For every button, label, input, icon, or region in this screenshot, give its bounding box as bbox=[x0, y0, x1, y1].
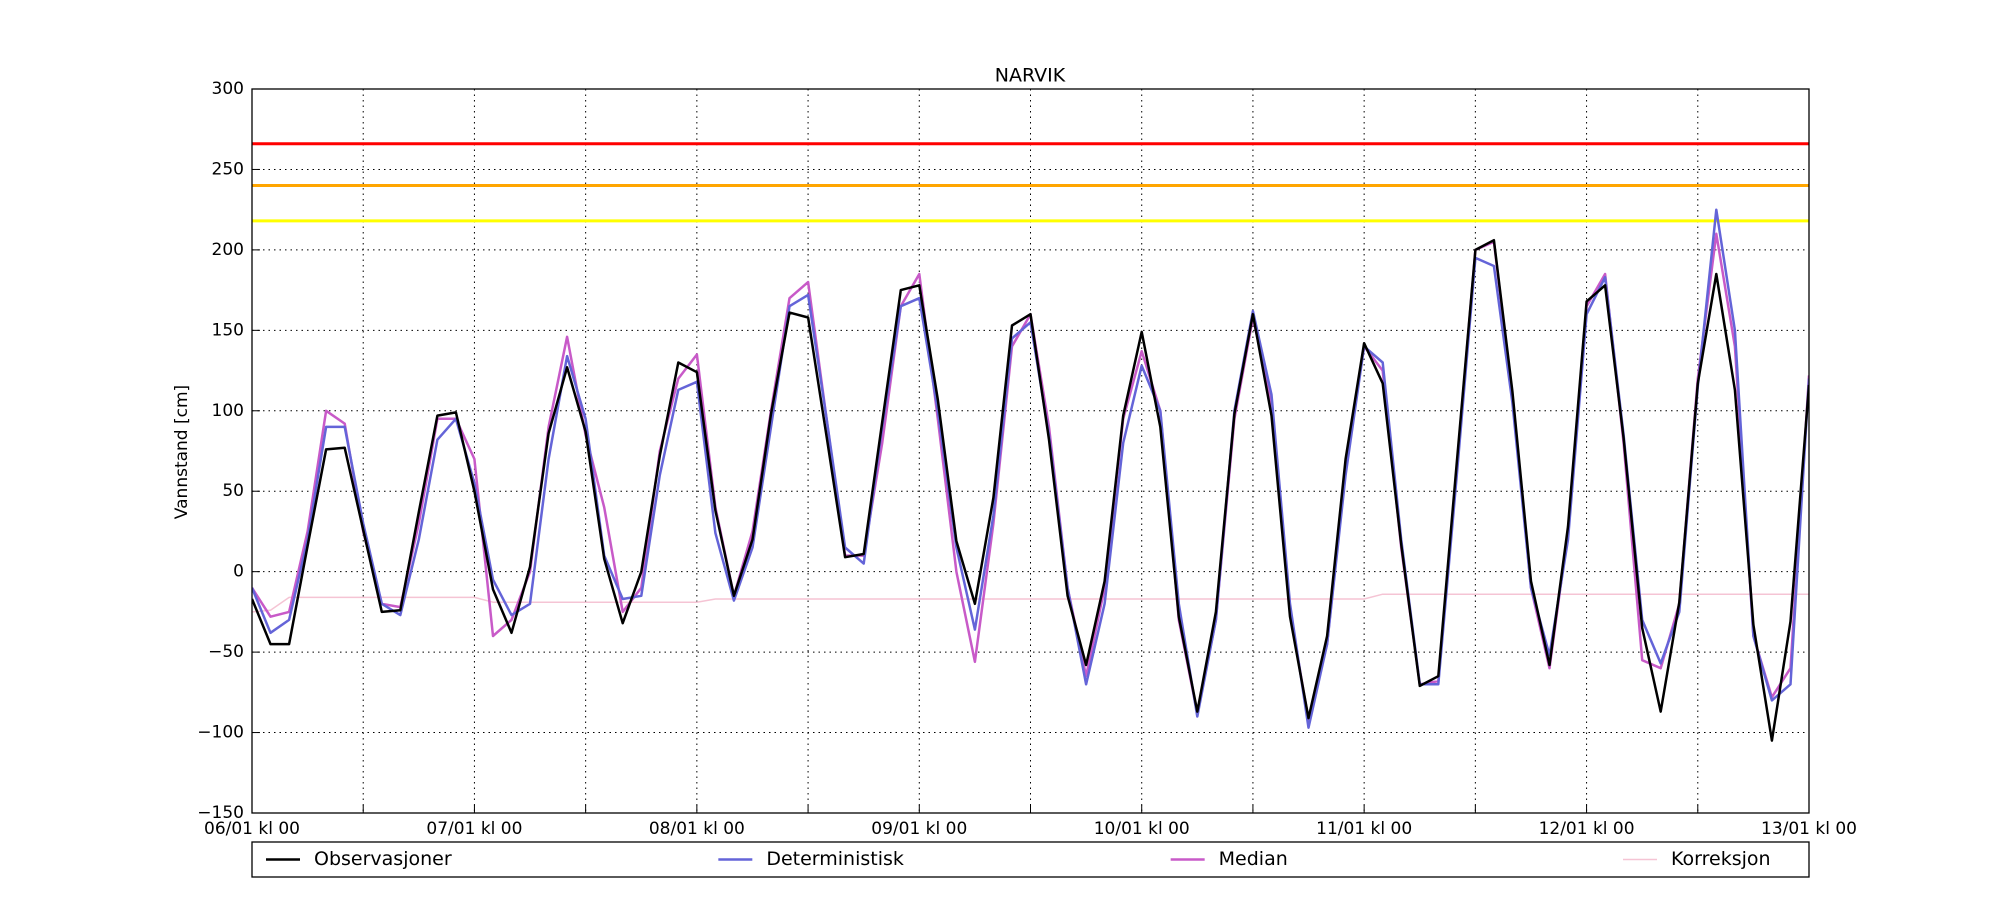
x-tick-label: 08/01 kl 00 bbox=[649, 819, 745, 839]
x-tick-label: 13/01 kl 00 bbox=[1761, 819, 1857, 839]
y-tick-label: 300 bbox=[212, 79, 244, 99]
y-axis-label: Vannstand [cm] bbox=[172, 385, 192, 519]
x-tick-label: 10/01 kl 00 bbox=[1094, 819, 1190, 839]
x-tick-label: 07/01 kl 00 bbox=[426, 819, 522, 839]
y-tick-label: 100 bbox=[212, 401, 244, 421]
legend-label: Observasjoner bbox=[314, 848, 452, 870]
y-tick-label: −100 bbox=[197, 723, 244, 743]
y-tick-label: 200 bbox=[212, 240, 244, 260]
chart-title: NARVIK bbox=[995, 65, 1066, 87]
legend-label: Median bbox=[1219, 848, 1288, 870]
legend-label: Deterministisk bbox=[766, 848, 904, 870]
y-tick-label: 150 bbox=[212, 320, 244, 340]
y-tick-label: −50 bbox=[208, 642, 244, 662]
y-tick-label: −150 bbox=[197, 803, 244, 823]
plot-frame bbox=[251, 88, 1810, 814]
legend-box bbox=[251, 841, 1810, 878]
x-tick-label: 09/01 kl 00 bbox=[871, 819, 967, 839]
x-tick-label: 11/01 kl 00 bbox=[1316, 819, 1412, 839]
series-line bbox=[252, 593, 1809, 613]
y-tick-label: 50 bbox=[222, 481, 244, 501]
y-tick-label: 250 bbox=[212, 159, 244, 179]
legend-label: Korreksjon bbox=[1671, 848, 1771, 870]
y-tick-label: 0 bbox=[233, 562, 244, 582]
series-line bbox=[252, 238, 1809, 742]
series-line bbox=[252, 232, 1809, 721]
x-tick-label: 06/01 kl 00 bbox=[204, 819, 300, 839]
x-tick-label: 12/01 kl 00 bbox=[1539, 819, 1635, 839]
